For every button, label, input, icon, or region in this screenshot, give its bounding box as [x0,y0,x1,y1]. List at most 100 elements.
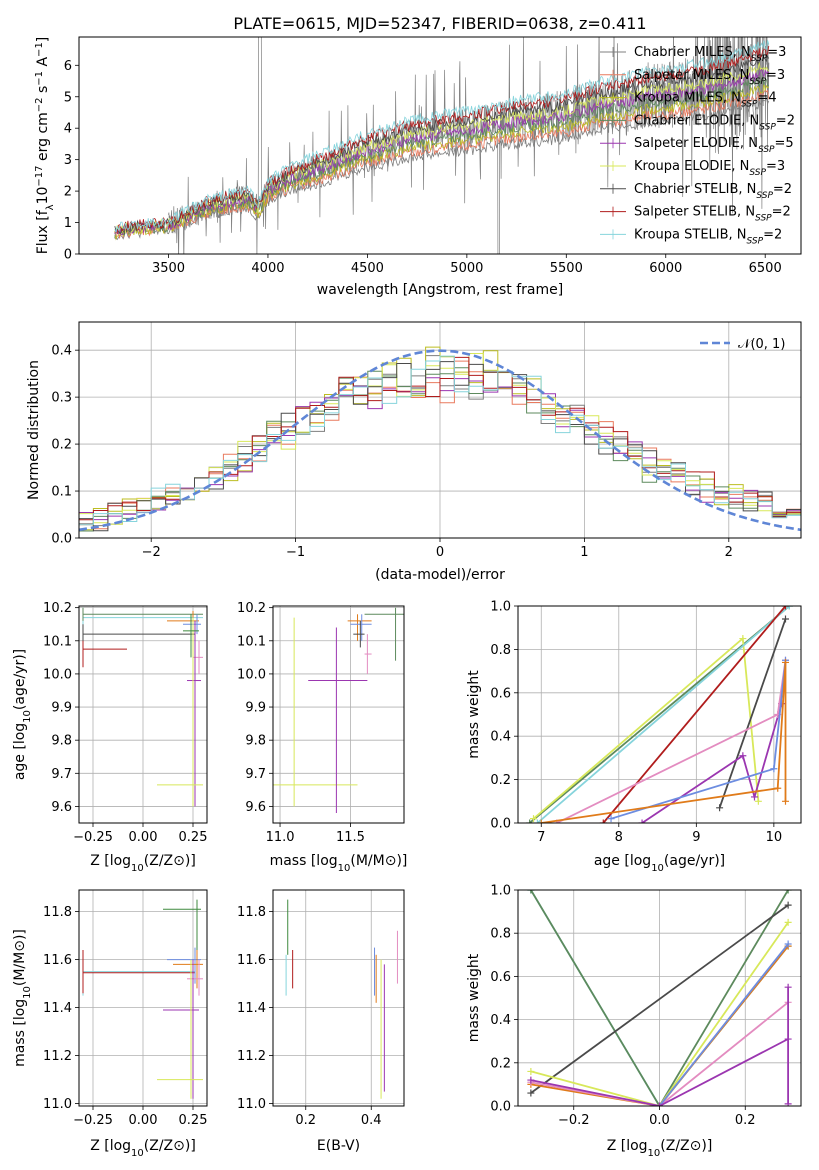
y-tick-label: 9.6 [245,800,266,815]
weight-age-line-9 [541,662,787,823]
model-spectrum-line-2 [114,89,770,240]
x-tick-label: 11.5 [336,830,365,845]
model-spectrum-line-5 [114,68,769,236]
weight-age-marker [774,784,782,792]
y-axis-label: Flux [fλ10−17 erg cm−2 s−1 A−1] [34,37,56,255]
y-tick-label: 11.8 [237,905,266,920]
weight-z-line-4 [530,921,789,1106]
x-tick-label: 11.0 [266,830,295,845]
label-subscript: 10 [338,863,351,874]
x-tick-label: 5500 [550,261,583,276]
legend-n: =2 [772,205,791,220]
axes-frame [78,36,802,255]
weight-z-line-6 [530,1001,789,1106]
model-spectrum-line-3 [114,82,770,241]
x-axis-label: mass [log10(M/M⊙)] [270,853,408,874]
legend-normal-label: 𝒩(0, 1) [738,337,785,352]
x-tick-label: 0.00 [129,1113,158,1128]
x-tick-label: 0.0 [649,1113,670,1128]
spectrum-title: PLATE=0615, MJD=52347, FIBERID=0638, z=0… [233,14,646,33]
weight-age-marker [607,815,615,823]
weight-z-marker [784,918,792,926]
legend-text: Kroupa STELIB, N [634,227,747,242]
y-axis-label: mass weight [466,670,482,759]
x-tick-label: 4000 [251,261,284,276]
y-tick-label: 0.6 [490,686,511,701]
legend-subscript: SSP [759,122,776,132]
y-label-part: ] [35,37,51,42]
x-tick-label: 4500 [351,261,384,276]
y-tick-label: 9.8 [245,734,266,749]
weight-z-marker [784,890,792,894]
x-axis-label: (data-model)/error [375,567,505,583]
weight-age-marker [781,606,789,610]
weight-z-marker [527,1076,535,1084]
label-part: (age/yr)] [12,649,28,710]
histogram-step-7 [79,361,801,532]
y-tick-label: 11.4 [43,1001,72,1016]
y-tick-label: 0.0 [490,817,511,832]
x-tick-label: 8 [615,830,623,845]
axes-frame [517,605,802,824]
x-tick-label: 5000 [450,261,483,276]
weight-z-line-3 [530,904,789,1094]
legend-text: Chabrier MILES, N [634,45,751,60]
x-axis-label: wavelength [Angstrom, rest frame] [317,282,563,298]
plot-area [82,899,203,1099]
x-tick-label: −0.25 [73,1113,113,1128]
weight-age-line-4 [602,606,787,823]
x-tick-label: 6500 [749,261,782,276]
y-label-part: λ [45,204,56,210]
weight-age-marker [537,819,545,823]
y-label-part: s [35,86,51,98]
x-tick-label: 1 [580,545,588,560]
legend-entry: Kroupa MILES, NSSP=4 [634,91,777,110]
y-tick-label: 1.0 [490,600,511,615]
y-tick-label: 0.2 [51,438,72,453]
plot-area [273,607,404,814]
weight-age-marker [739,752,747,760]
x-tick-label: 0.25 [179,1113,208,1128]
x-tick-label: −0.25 [73,830,113,845]
label-subscript: 10 [651,863,664,874]
label-subscript: 10 [648,1148,661,1159]
legend-subscript: SSP [751,54,768,64]
weight-age-marker [599,819,607,823]
y-tick-label: 11.0 [237,1097,266,1112]
weight-z-marker [527,1067,535,1075]
y-tick-label: 11.6 [43,953,72,968]
weight-age-marker [785,606,793,610]
x-tick-label: 7 [537,830,545,845]
y-tick-label: 11.2 [237,1049,266,1064]
y-tick-label: 10.2 [237,601,266,616]
y-tick-label: 11.2 [43,1049,72,1064]
legend-entry: Chabrier MILES, NSSP=3 [634,45,786,64]
weight-age-marker [754,797,762,805]
legend-entry: Kroupa STELIB, NSSP=2 [634,227,782,246]
legend-subscript: SSP [749,168,766,178]
label-subscript: 10 [22,710,33,723]
y-tick-label: 10.0 [237,667,266,682]
legend-entry: Kroupa ELODIE, NSSP=3 [634,159,785,178]
weight-age-marker [716,804,724,812]
y-tick-label: 0 [64,248,72,263]
label-part: Z [log [607,1138,648,1154]
y-tick-label: 0.0 [490,1100,511,1115]
y-tick-label: 0.1 [51,485,72,500]
y-tick-label: 4 [64,122,72,137]
legend-text: Chabrier STELIB, N [634,182,756,197]
y-tick-label: 11.8 [43,905,72,920]
age-vs-mass-panel: 11.0 11.5 9.6 9.7 9.8 9.9 10.0 10.1 10.2 mass [lo… [237,601,407,873]
y-tick-label: 2 [64,185,72,200]
x-axis-label: Z [log10(Z/Z⊙)] [607,1138,713,1159]
y-tick-label: 1 [64,216,72,231]
y-tick-label: 11.0 [43,1097,72,1112]
weight-z-marker [527,890,535,894]
y-tick-label: 1.0 [490,884,511,899]
weight-z-marker [784,940,792,948]
weight-z-line-5 [530,945,789,1106]
x-tick-label: 2 [725,545,733,560]
y-tick-label: 0.8 [490,927,511,942]
